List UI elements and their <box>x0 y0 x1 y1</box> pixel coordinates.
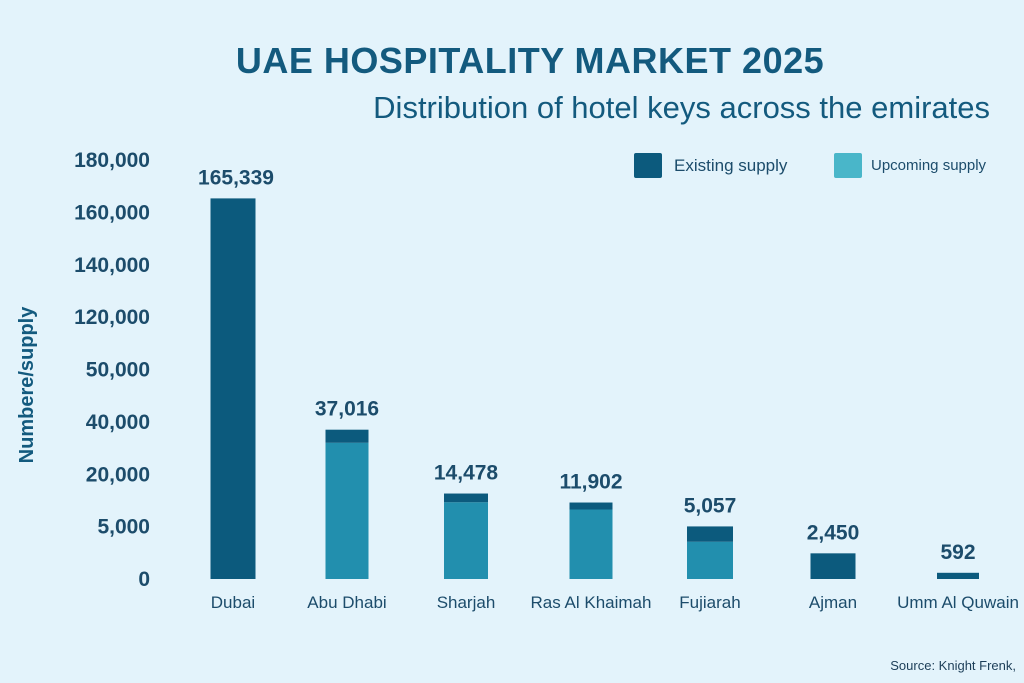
bar-upcoming <box>325 442 369 579</box>
value-label: 592 <box>940 541 975 564</box>
category-label: Dubai <box>211 593 255 612</box>
bars <box>210 198 979 579</box>
bar-upcoming <box>687 541 733 579</box>
value-label: 14,478 <box>434 462 499 485</box>
bar-existing <box>210 198 256 579</box>
y-tick-label: 50,000 <box>86 359 150 382</box>
y-tick-label: 5,000 <box>97 516 150 539</box>
legend-label-existing: Existing supply <box>674 156 788 175</box>
y-tick-label: 120,000 <box>74 306 150 329</box>
category-label: Sharjah <box>437 593 496 612</box>
bar-existing <box>687 526 733 542</box>
bar-upcoming <box>444 502 488 579</box>
y-tick-label: 180,000 <box>74 149 150 172</box>
source-note: Source: Knight Frenk, <box>890 658 1016 673</box>
value-labels: 165,339 37,016 14,478 11,902 5,057 2,450 592 <box>198 166 975 563</box>
legend-label-upcoming: Upcoming supply <box>871 157 987 174</box>
category-label: Fujiarah <box>679 593 740 612</box>
legend: Existing supply Upcoming supply <box>634 153 987 178</box>
y-tick-label: 160,000 <box>74 201 150 224</box>
bar-upcoming <box>569 509 613 579</box>
bar-existing <box>810 553 856 579</box>
legend-swatch-upcoming <box>834 153 862 178</box>
category-label: Umm Al Quwain <box>897 593 1019 612</box>
y-tick-label: 0 <box>138 568 150 591</box>
category-label: Abu Dhabi <box>307 593 386 612</box>
chart-subtitle: Distribution of hotel keys across the em… <box>373 90 990 125</box>
y-axis-label: Numbere/supply <box>16 306 38 464</box>
bar-existing <box>444 493 488 503</box>
chart-title: UAE HOSPITALITY MARKET 2025 <box>235 40 825 81</box>
value-label: 165,339 <box>198 166 274 189</box>
category-label: Ajman <box>809 593 857 612</box>
value-label: 2,450 <box>807 521 860 544</box>
legend-swatch-existing <box>634 153 662 178</box>
category-labels: Dubai Abu Dhabi Sharjah Ras Al Khaimah Fujia… <box>211 593 1019 612</box>
bar-existing <box>937 572 979 579</box>
bar-existing <box>569 502 613 510</box>
y-tick-label: 140,000 <box>74 254 150 277</box>
value-label: 5,057 <box>684 494 737 517</box>
y-tick-label: 20,000 <box>86 463 150 486</box>
y-axis-ticks: 0 5,000 20,000 40,000 50,000 120,000 140,000 16… <box>74 149 150 591</box>
value-label: 11,902 <box>559 471 622 494</box>
y-tick-label: 40,000 <box>86 411 150 434</box>
bar-existing <box>325 429 369 443</box>
category-label: Ras Al Khaimah <box>531 593 652 612</box>
value-label: 37,016 <box>315 398 379 421</box>
